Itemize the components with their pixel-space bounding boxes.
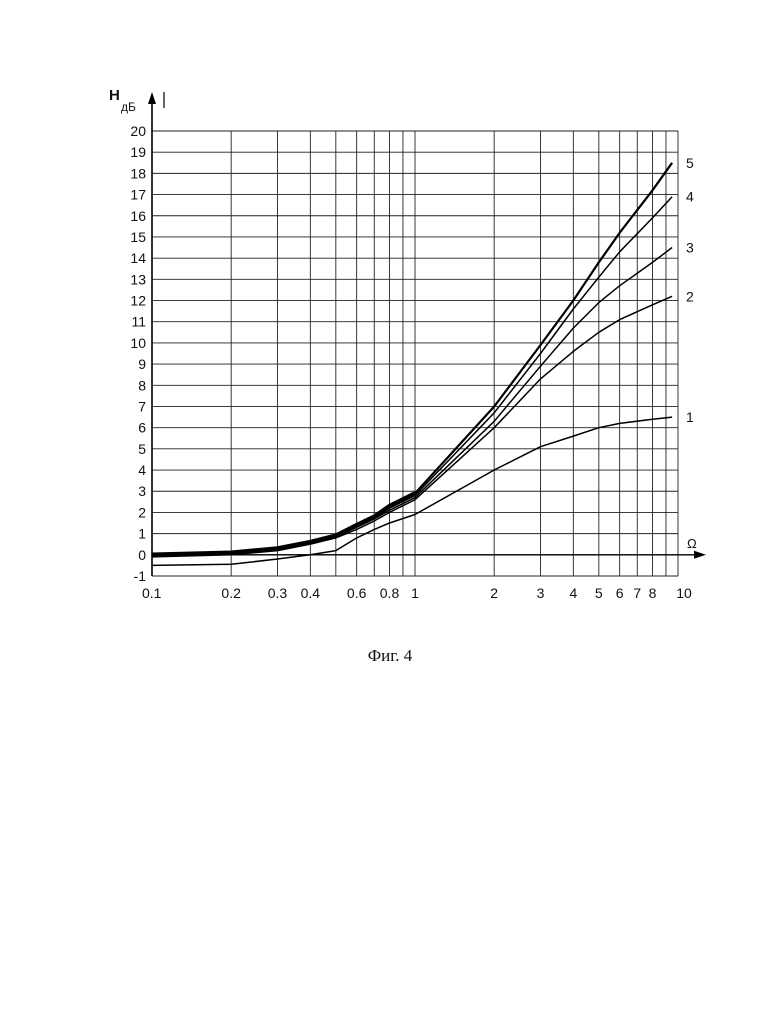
x-tick-label: 2 <box>490 585 498 601</box>
axes <box>148 92 706 576</box>
x-tick-label: 0.4 <box>301 585 321 601</box>
y-tick-label: 18 <box>130 165 146 181</box>
x-tick-label: 0.6 <box>347 585 367 601</box>
y-tick-label: -1 <box>134 568 147 584</box>
x-tick-label: 10 <box>676 585 692 601</box>
y-tick-label: 17 <box>130 187 146 203</box>
y-tick-label: 19 <box>130 144 146 160</box>
series-labels: 1 2 3 4 5 <box>686 155 694 425</box>
series-line-3 <box>152 248 672 555</box>
series-bundle <box>152 493 415 554</box>
x-axis-label: Ω <box>687 536 697 551</box>
y-tick-label: 8 <box>138 377 146 393</box>
series-label-5: 5 <box>686 155 694 171</box>
x-axis-arrow <box>694 551 706 559</box>
x-tick-label: 0.8 <box>380 585 400 601</box>
x-tick-label: 0.1 <box>142 585 162 601</box>
figure-caption: Фиг. 4 <box>0 646 780 666</box>
y-tick-label: 13 <box>130 271 146 287</box>
y-tick-label: 4 <box>138 462 146 478</box>
grid <box>152 131 678 576</box>
y-axis-arrow <box>148 92 156 104</box>
series-label-3: 3 <box>686 240 694 256</box>
y-tick-label: 12 <box>130 293 146 309</box>
x-tick-label: 3 <box>537 585 545 601</box>
line-chart: -1012345678910111213141516171819200.10.2… <box>0 0 780 640</box>
y-tick-label: 11 <box>131 314 146 330</box>
y-tick-label: 14 <box>130 250 146 266</box>
y-tick-label: 10 <box>130 335 146 351</box>
y-tick-label: 5 <box>138 441 146 457</box>
x-tick-label: 6 <box>616 585 624 601</box>
y-tick-label: 9 <box>138 356 146 372</box>
series-line-2 <box>152 296 672 557</box>
series-label-2: 2 <box>686 288 694 304</box>
y-tick-label: 0 <box>138 547 146 563</box>
series-label-1: 1 <box>686 409 694 425</box>
x-tick-label: 1 <box>411 585 419 601</box>
x-tick-label: 5 <box>595 585 603 601</box>
y-tick-label: 7 <box>138 398 146 414</box>
x-tick-label: 0.3 <box>268 585 288 601</box>
x-tick-label: 4 <box>569 585 577 601</box>
y-tick-label: 2 <box>138 504 146 520</box>
y-tick-label: 16 <box>130 208 146 224</box>
y-tick-label: 20 <box>130 123 146 139</box>
x-tick-label: 7 <box>633 585 641 601</box>
y-axis-label: H <box>109 87 120 104</box>
y-tick-label: 1 <box>138 526 146 542</box>
x-tick-label: 0.2 <box>221 585 241 601</box>
y-tick-label: 3 <box>138 483 146 499</box>
y-axis-unit: дБ <box>121 100 136 114</box>
series-label-4: 4 <box>686 189 694 205</box>
y-tick-label: 15 <box>130 229 146 245</box>
y-tick-label: 6 <box>138 420 146 436</box>
x-tick-label: 8 <box>649 585 657 601</box>
